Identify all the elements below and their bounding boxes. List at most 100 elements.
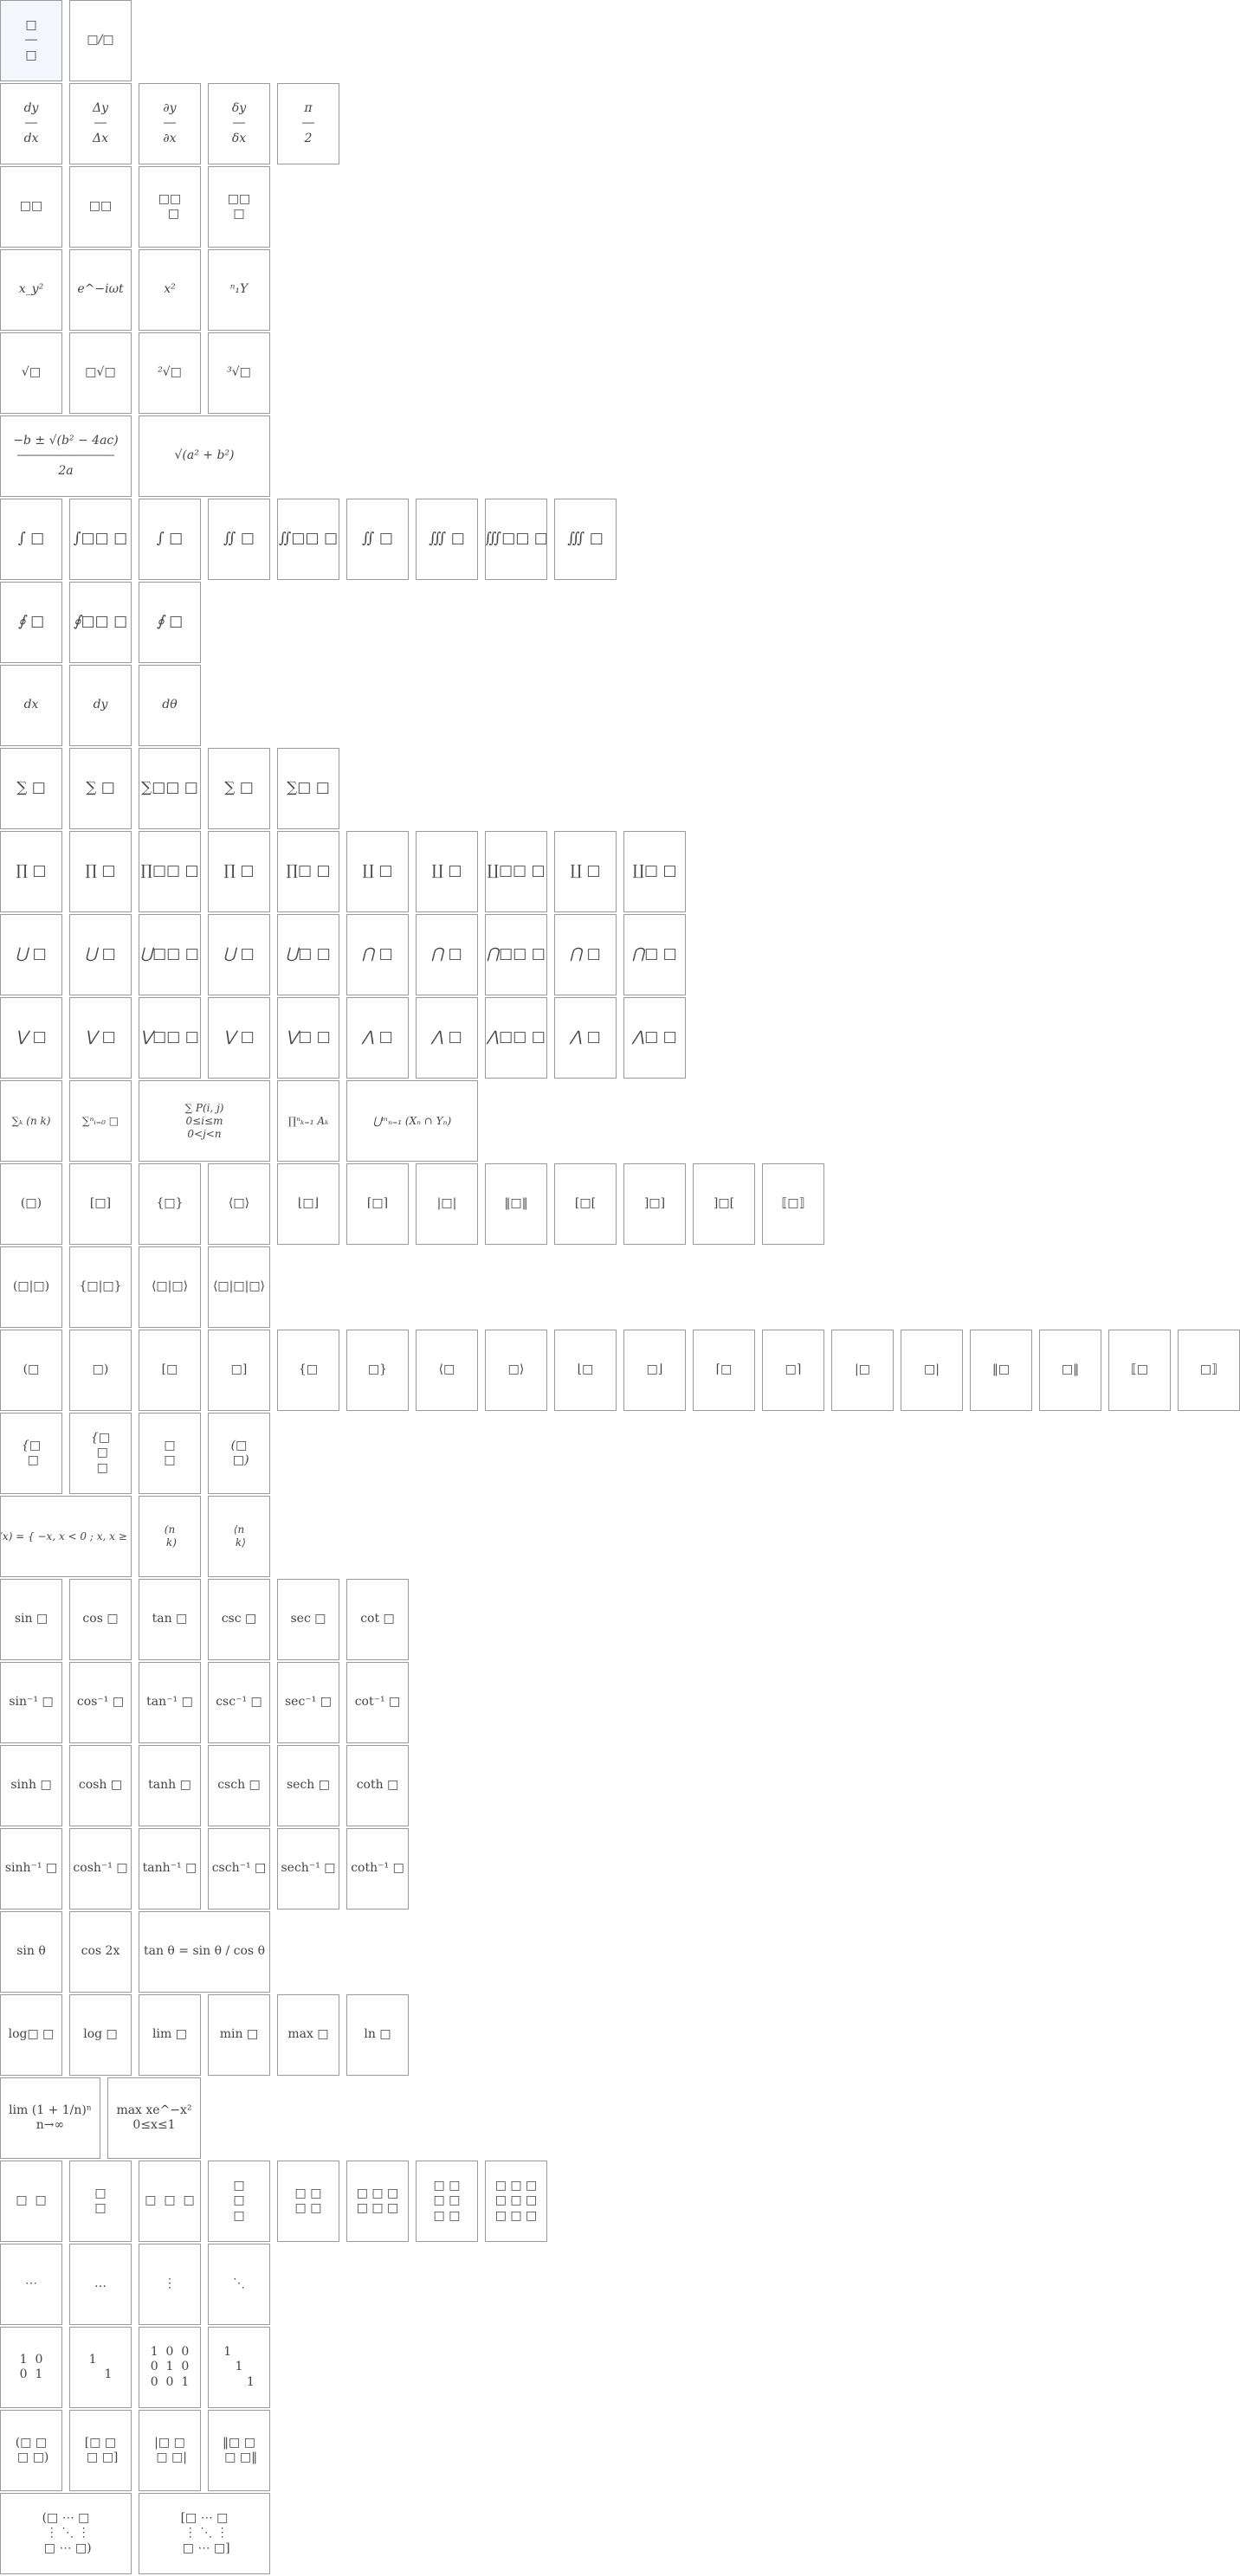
palette-tile-r16-c6[interactable]: ⟨□ — [416, 1330, 478, 1411]
palette-tile-r27-c2[interactable]: ⋮ — [139, 2244, 201, 2325]
palette-tile-r20-c0[interactable]: sin⁻¹ □ — [0, 1662, 62, 1743]
palette-tile-r28-c2[interactable]: 1 0 0 0 1 0 0 0 1 — [139, 2327, 201, 2408]
palette-tile-r7-c1[interactable]: ∮□□ □ — [69, 582, 132, 663]
palette-tile-r6-c8[interactable]: ∭ □ — [554, 499, 617, 580]
palette-tile-r19-c2[interactable]: tan □ — [139, 1579, 201, 1660]
palette-tile-r15-c3[interactable]: ⟨□|□|□⟩ — [208, 1246, 270, 1328]
palette-tile-r14-c4[interactable]: ⌊□⌋ — [277, 1163, 339, 1245]
palette-tile-r1-c3[interactable]: δy ― δx — [208, 83, 270, 164]
palette-tile-r27-c1[interactable]: … — [69, 2244, 132, 2325]
palette-tile-r16-c3[interactable]: □] — [208, 1330, 270, 1411]
palette-tile-r22-c0[interactable]: sinh⁻¹ □ — [0, 1828, 62, 1909]
palette-tile-r11-c2[interactable]: ⋃□□ □ — [139, 914, 201, 995]
palette-tile-r16-c1[interactable]: □) — [69, 1330, 132, 1411]
palette-tile-r29-c1[interactable]: [□ □ □ □] — [69, 2410, 132, 2491]
palette-tile-r21-c4[interactable]: sech □ — [277, 1745, 339, 1826]
palette-tile-r28-c3[interactable]: 1 1 1 — [208, 2327, 270, 2408]
palette-tile-r17-c2[interactable]: □ □ — [139, 1413, 201, 1494]
palette-tile-r16-c16[interactable]: ⟦□ — [1108, 1330, 1171, 1411]
palette-tile-r29-c2[interactable]: |□ □ □ □| — [139, 2410, 201, 2491]
palette-tile-r5-c1[interactable]: √(a² + b²) — [139, 415, 270, 497]
palette-tile-r10-c6[interactable]: ∐ □ — [416, 831, 478, 912]
palette-tile-r13-c2[interactable]: ∑ P(i, j) 0≤i≤m 0<j<n — [139, 1080, 270, 1162]
palette-tile-r16-c7[interactable]: □⟩ — [485, 1330, 547, 1411]
palette-tile-r16-c11[interactable]: □⌉ — [762, 1330, 824, 1411]
palette-tile-r4-c0[interactable]: √□ — [0, 332, 62, 414]
palette-tile-r11-c7[interactable]: ⋂□□ □ — [485, 914, 547, 995]
palette-tile-r26-c7[interactable]: □ □ □ □ □ □ □ □ □ — [485, 2161, 547, 2242]
palette-tile-r3-c0[interactable]: x_y² — [0, 249, 62, 331]
palette-tile-r29-c0[interactable]: (□ □ □ □) — [0, 2410, 62, 2491]
palette-tile-r6-c2[interactable]: ∫ □ — [139, 499, 201, 580]
palette-tile-r10-c8[interactable]: ∐ □ — [554, 831, 617, 912]
palette-tile-r20-c3[interactable]: csc⁻¹ □ — [208, 1662, 270, 1743]
palette-tile-r12-c0[interactable]: ⋁ □ — [0, 997, 62, 1079]
palette-tile-r16-c2[interactable]: [□ — [139, 1330, 201, 1411]
palette-tile-r26-c3[interactable]: □ □ □ — [208, 2161, 270, 2242]
palette-tile-r11-c9[interactable]: ⋂□ □ — [623, 914, 686, 995]
palette-tile-r19-c0[interactable]: sin □ — [0, 1579, 62, 1660]
palette-tile-r16-c12[interactable]: |□ — [831, 1330, 894, 1411]
palette-tile-r12-c5[interactable]: ⋀ □ — [346, 997, 409, 1079]
palette-tile-r17-c0[interactable]: {□ □ — [0, 1413, 62, 1494]
palette-tile-r14-c6[interactable]: |□| — [416, 1163, 478, 1245]
palette-tile-r21-c1[interactable]: cosh □ — [69, 1745, 132, 1826]
palette-tile-r24-c4[interactable]: max □ — [277, 1994, 339, 2076]
palette-tile-r11-c1[interactable]: ⋃ □ — [69, 914, 132, 995]
palette-tile-r1-c2[interactable]: ∂y ― ∂x — [139, 83, 201, 164]
palette-tile-r22-c1[interactable]: cosh⁻¹ □ — [69, 1828, 132, 1909]
palette-tile-r25-c0[interactable]: lim (1 + 1/n)ⁿ n→∞ — [0, 2077, 100, 2159]
palette-tile-r24-c0[interactable]: log□ □ — [0, 1994, 62, 2076]
palette-tile-r14-c3[interactable]: ⟨□⟩ — [208, 1163, 270, 1245]
palette-tile-r12-c7[interactable]: ⋀□□ □ — [485, 997, 547, 1079]
palette-tile-r14-c11[interactable]: ⟦□⟧ — [762, 1163, 824, 1245]
palette-tile-r16-c9[interactable]: □⌋ — [623, 1330, 686, 1411]
palette-tile-r30-c0[interactable]: (□ ⋯ □ ⋮ ⋱ ⋮ □ ⋯ □) — [0, 2493, 132, 2574]
palette-tile-r16-c17[interactable]: □⟧ — [1178, 1330, 1240, 1411]
palette-tile-r11-c5[interactable]: ⋂ □ — [346, 914, 409, 995]
palette-tile-r1-c1[interactable]: Δy ― Δx — [69, 83, 132, 164]
palette-tile-r9-c2[interactable]: ∑□□ □ — [139, 748, 201, 829]
palette-tile-r26-c4[interactable]: □ □ □ □ — [277, 2161, 339, 2242]
palette-tile-r26-c1[interactable]: □ □ — [69, 2161, 132, 2242]
palette-tile-r14-c5[interactable]: ⌈□⌉ — [346, 1163, 409, 1245]
palette-tile-r14-c0[interactable]: (□) — [0, 1163, 62, 1245]
palette-tile-r4-c3[interactable]: ³√□ — [208, 332, 270, 414]
palette-tile-r24-c5[interactable]: ln □ — [346, 1994, 409, 2076]
palette-tile-r16-c5[interactable]: □} — [346, 1330, 409, 1411]
palette-tile-r9-c0[interactable]: ∑ □ — [0, 748, 62, 829]
palette-tile-r12-c8[interactable]: ⋀ □ — [554, 997, 617, 1079]
palette-tile-r16-c4[interactable]: {□ — [277, 1330, 339, 1411]
palette-tile-r8-c0[interactable]: dx — [0, 665, 62, 746]
palette-tile-r10-c5[interactable]: ∐ □ — [346, 831, 409, 912]
palette-tile-r12-c9[interactable]: ⋀□ □ — [623, 997, 686, 1079]
palette-tile-r8-c2[interactable]: dθ — [139, 665, 201, 746]
palette-tile-r24-c1[interactable]: log □ — [69, 1994, 132, 2076]
palette-tile-r17-c1[interactable]: {□ □ □ — [69, 1413, 132, 1494]
palette-tile-r10-c3[interactable]: ∏ □ — [208, 831, 270, 912]
palette-tile-r17-c3[interactable]: (□ □) — [208, 1413, 270, 1494]
palette-tile-r8-c1[interactable]: dy — [69, 665, 132, 746]
palette-tile-r26-c0[interactable]: □ □ — [0, 2161, 62, 2242]
palette-tile-r11-c4[interactable]: ⋃□ □ — [277, 914, 339, 995]
palette-tile-r23-c0[interactable]: sin θ — [0, 1911, 62, 1993]
palette-tile-r22-c2[interactable]: tanh⁻¹ □ — [139, 1828, 201, 1909]
palette-tile-r13-c4[interactable]: ⋃ᵐₙ₌₁ (Xₙ ∩ Yₙ) — [346, 1080, 478, 1162]
palette-tile-r10-c4[interactable]: ∏□ □ — [277, 831, 339, 912]
palette-tile-r10-c9[interactable]: ∐□ □ — [623, 831, 686, 912]
palette-tile-r20-c5[interactable]: cot⁻¹ □ — [346, 1662, 409, 1743]
palette-tile-r10-c0[interactable]: ∏ □ — [0, 831, 62, 912]
palette-tile-r0-c1[interactable]: □/□ — [69, 0, 132, 81]
palette-tile-r10-c2[interactable]: ∏□□ □ — [139, 831, 201, 912]
palette-tile-r19-c3[interactable]: csc □ — [208, 1579, 270, 1660]
palette-tile-r22-c4[interactable]: sech⁻¹ □ — [277, 1828, 339, 1909]
palette-tile-r2-c2[interactable]: □□ □ — [139, 166, 201, 248]
palette-tile-r5-c0[interactable]: −b ± √(b² − 4ac) ―――――――― 2a — [0, 415, 132, 497]
palette-tile-r20-c2[interactable]: tan⁻¹ □ — [139, 1662, 201, 1743]
palette-tile-r2-c3[interactable]: □□ □ — [208, 166, 270, 248]
palette-tile-r3-c3[interactable]: ⁿ₁Y — [208, 249, 270, 331]
palette-tile-r14-c1[interactable]: [□] — [69, 1163, 132, 1245]
palette-tile-r16-c13[interactable]: □| — [901, 1330, 963, 1411]
palette-tile-r14-c7[interactable]: ‖□‖ — [485, 1163, 547, 1245]
palette-tile-r15-c2[interactable]: ⟨□|□⟩ — [139, 1246, 201, 1328]
